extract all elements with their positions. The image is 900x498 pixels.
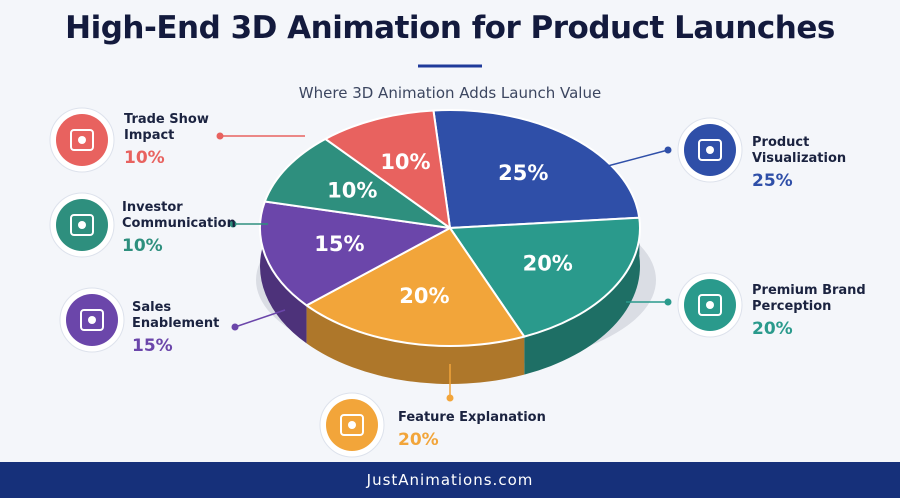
slice-label: 15%	[314, 232, 364, 256]
callout: Product Visualization 25%	[752, 135, 872, 191]
leader-dot	[664, 298, 672, 306]
leader-dot	[664, 146, 672, 154]
callout: Sales Enablement 15%	[132, 300, 242, 356]
leader-dot	[229, 220, 237, 228]
chart-title: High-End 3D Animation for Product Launch…	[65, 10, 835, 46]
slice	[259, 200, 451, 307]
icon-glyph	[70, 214, 94, 236]
callout: Premium Brand Perception 20%	[752, 283, 887, 339]
callout-value: 10%	[124, 148, 165, 168]
chart-subtitle: Where 3D Animation Adds Launch Value	[298, 84, 602, 102]
icon-glyph	[70, 129, 94, 151]
callout-category: Trade Show Impact	[124, 112, 209, 143]
icon-glyph-dot	[706, 146, 714, 154]
slice-label: 10%	[327, 179, 377, 203]
leader-dot	[216, 132, 224, 140]
callout: Investor Communication 10%	[122, 200, 242, 256]
slice	[324, 109, 451, 229]
footer-text: JustAnimations.com	[366, 471, 534, 489]
icon-glyph	[80, 309, 104, 331]
icon-glyph-dot	[706, 301, 714, 309]
callout-category: Feature Explanation	[398, 410, 546, 425]
icon-glyph	[340, 414, 364, 436]
footer-bar	[0, 462, 900, 498]
slice-label: 20%	[523, 251, 573, 275]
icon-glyph-dot	[348, 421, 356, 429]
callout-category: Investor Communication	[122, 200, 236, 231]
callout: Trade Show Impact 10%	[124, 112, 224, 168]
icon-glyph-dot	[78, 136, 86, 144]
slice	[305, 227, 526, 347]
slice	[263, 137, 451, 229]
callout: Feature Explanation 20%	[398, 410, 568, 450]
slice-side	[524, 217, 640, 375]
icon-glyph	[698, 294, 722, 316]
slice-label: 25%	[498, 161, 548, 185]
callout-value: 20%	[752, 319, 793, 339]
slice	[432, 109, 641, 229]
leader-line	[234, 309, 286, 328]
icon-glyph	[698, 139, 722, 161]
leader-dot	[446, 394, 454, 402]
icon-glyph-dot	[88, 316, 96, 324]
callout-value: 15%	[132, 336, 173, 356]
callout-value: 25%	[752, 171, 793, 191]
callout-value: 10%	[122, 236, 163, 256]
callout-category: Sales Enablement	[132, 300, 220, 331]
callout-category: Product Visualization	[752, 135, 847, 166]
slice-label: 10%	[380, 150, 430, 174]
callout-value: 20%	[398, 430, 439, 450]
callout-category: Premium Brand Perception	[752, 283, 866, 314]
leader-dot	[231, 323, 239, 331]
slice-label: 20%	[399, 284, 449, 308]
leader-line	[599, 149, 669, 169]
slice-side	[260, 201, 307, 344]
slice	[449, 216, 641, 338]
icon-glyph-dot	[78, 221, 86, 229]
